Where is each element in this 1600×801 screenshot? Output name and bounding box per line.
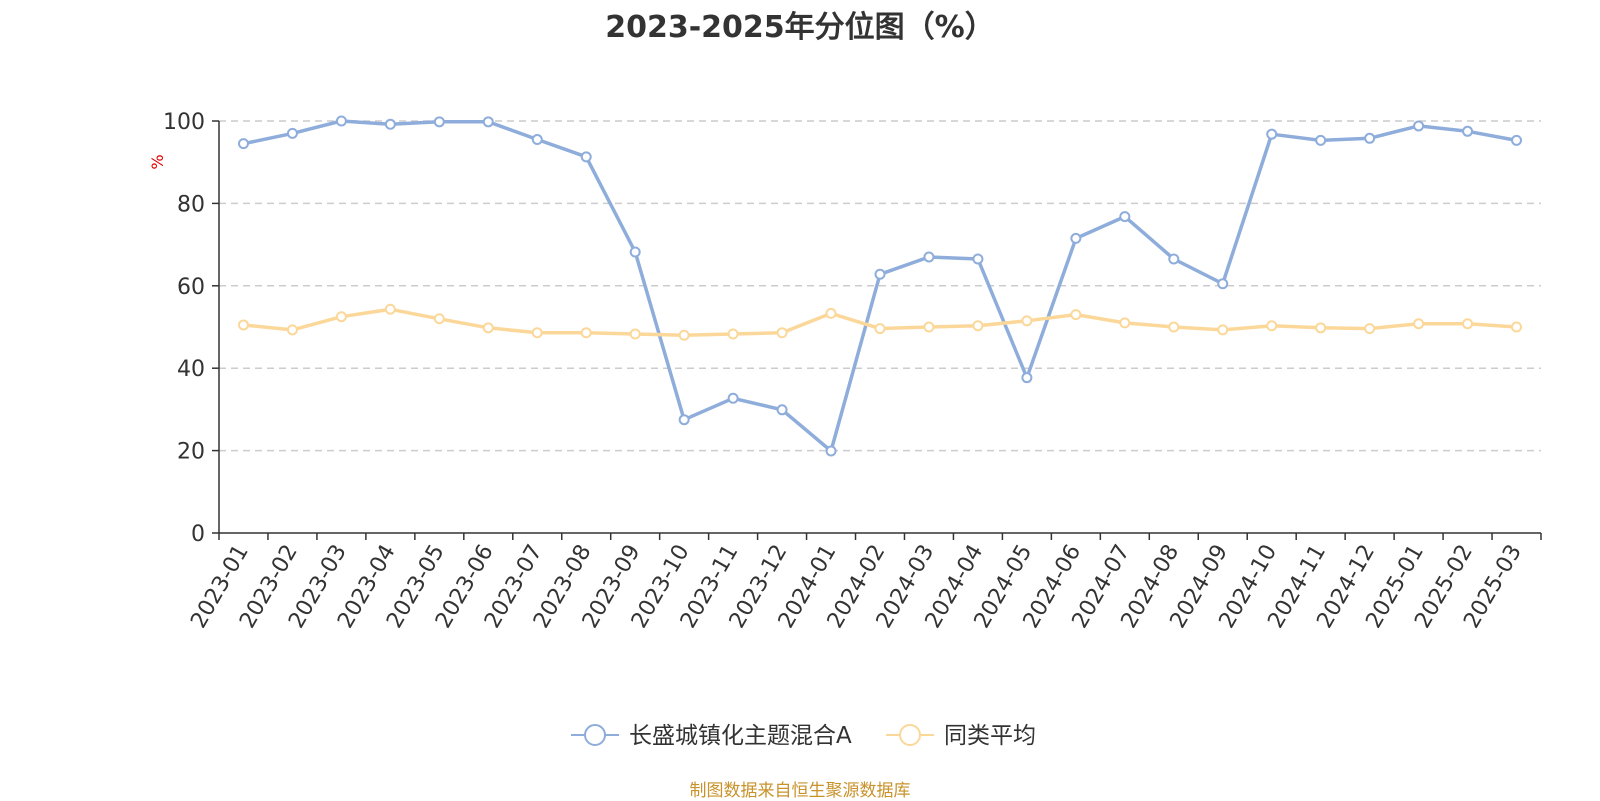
series-1-point [580,151,592,163]
y-tick-label: 40 [177,357,205,382]
series-1-point [286,127,298,139]
series-1-point [1070,232,1082,244]
source-note: 制图数据来自恒生聚源数据库 [689,781,911,801]
series-2-point [1070,309,1082,321]
chart-title: 2023-2025年分位图（%） [605,10,995,45]
series-2-point [1364,323,1376,335]
series-2-point [433,313,445,325]
series-2-point [1462,318,1474,330]
legend-label-2: 同类平均 [944,723,1036,749]
series-1-point [1168,253,1180,265]
y-tick-label: 80 [177,192,205,217]
series-1-point [1364,132,1376,144]
series-1-point [923,251,935,263]
series-2-point [1511,321,1523,333]
y-axis-label: % [148,154,167,169]
series-1-point [727,392,739,404]
series-1-point [237,138,249,150]
legend-label-1: 长盛城镇化主题混合A [629,723,852,749]
y-tick-label: 100 [163,110,205,135]
series-2-point [1021,315,1033,327]
series-2-point [678,329,690,341]
series-1-point [776,404,788,416]
series-2-point [531,327,543,339]
series-2-point [923,321,935,333]
series-2-point [580,327,592,339]
series-2-point [1266,320,1278,332]
series-2-point [874,323,886,335]
series-1-point [1315,134,1327,146]
series-1-point [1413,120,1425,132]
series-1-point [972,253,984,265]
series-1-point [825,445,837,457]
series-2-point [825,307,837,319]
series-1-point [1462,125,1474,137]
series-2-point [1168,321,1180,333]
series-1-point [1511,134,1523,146]
legend-marker-2 [899,724,921,746]
series-2-point [286,324,298,336]
y-tick-label: 0 [191,522,205,547]
series-2-point [335,311,347,323]
series-2-point [1217,324,1229,336]
series-1-point [482,116,494,128]
series-2-point [1119,317,1131,329]
series-1-point [531,134,543,146]
y-tick-label: 60 [177,275,205,300]
series-2-point [972,320,984,332]
legend-marker-1 [584,724,606,746]
series-1-point [1119,211,1131,223]
series-1-point [874,268,886,280]
series-2-point [629,328,641,340]
series-1-point [433,116,445,128]
series-1-point [384,118,396,130]
series-2-point [384,303,396,315]
series-2-point [727,328,739,340]
series-1-point [1021,372,1033,384]
series-1-point [629,246,641,258]
series-1-point [335,115,347,127]
series-2-point [1413,318,1425,330]
y-tick-label: 20 [177,440,205,465]
series-2-point [776,327,788,339]
series-1-point [678,414,690,426]
series-1-point [1217,278,1229,290]
series-1-point [1266,128,1278,140]
series-2-point [482,322,494,334]
series-2-point [1315,322,1327,334]
series-2-point [237,319,249,331]
